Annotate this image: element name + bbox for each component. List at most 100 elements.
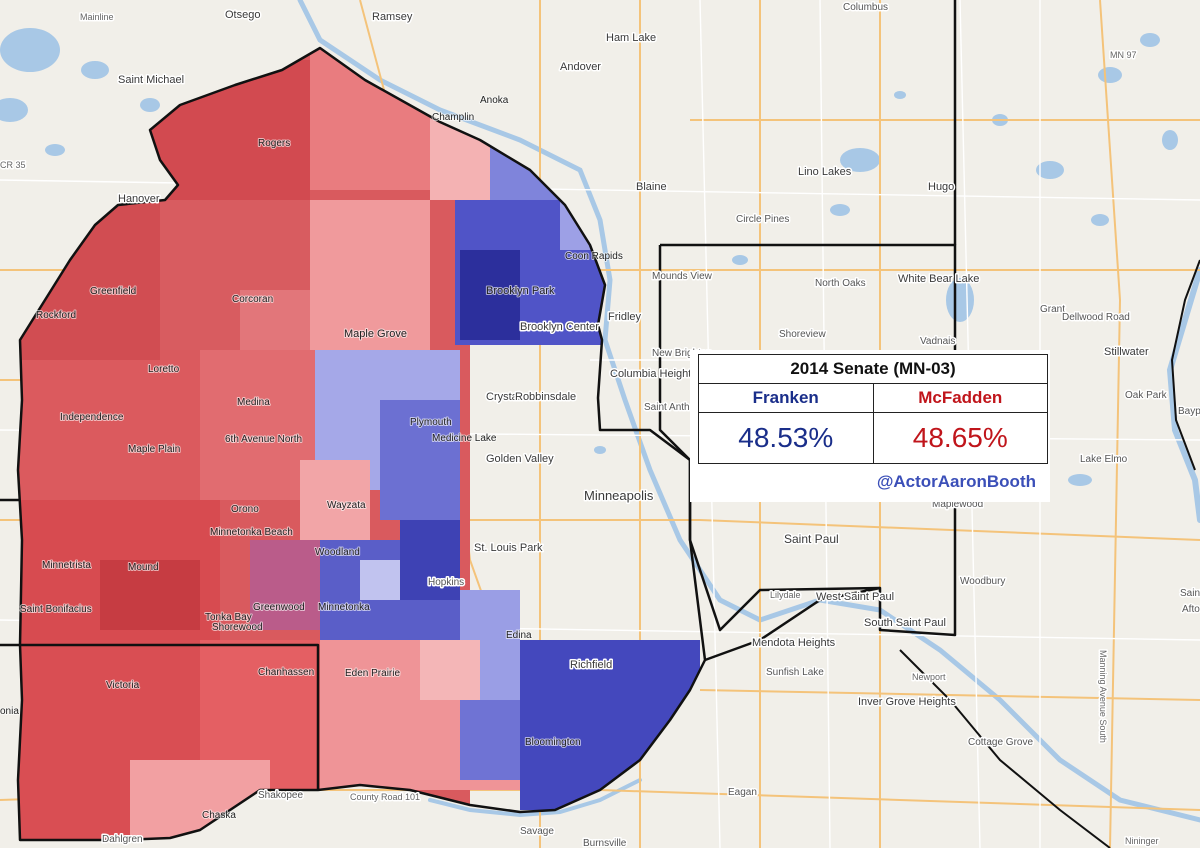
label-brooklyn-center: Brooklyn Center <box>520 321 599 333</box>
label-north-oaks: North Oaks <box>815 278 866 289</box>
label-bayport: Bayp <box>1178 406 1200 417</box>
label-stillwater: Stillwater <box>1104 346 1149 358</box>
label-woodland: Woodland <box>315 547 360 558</box>
candidate-name-mcfadden: McFadden <box>872 383 1048 413</box>
label-corcoran: Corcoran <box>232 294 273 305</box>
label-shoreview: Shoreview <box>779 329 826 340</box>
label-medicine-lake: Medicine Lake <box>432 433 497 444</box>
label-greenwood: Greenwood <box>253 602 305 613</box>
label-otsego: Otsego <box>225 9 260 21</box>
label-rockford: Rockford <box>36 310 76 321</box>
label-mounds-view: Mounds View <box>652 271 713 282</box>
label-hanover: Hanover <box>118 193 160 205</box>
label-hopkins: Hopkins <box>428 577 464 588</box>
label-golden-valley: Golden Valley <box>486 453 554 465</box>
label-west-saint-paul: West Saint Paul <box>816 591 894 603</box>
candidate-name-franken: Franken <box>698 383 874 413</box>
label-eagan: Eagan <box>728 787 757 798</box>
precincts-mixed-a <box>250 540 320 630</box>
label-waconia-partial: onia <box>0 706 19 717</box>
label-champlin: Champlin <box>432 112 474 123</box>
label-edina: Edina <box>506 630 532 641</box>
precincts-strong-r-e <box>100 560 200 630</box>
label-afton-partial: Afto <box>1182 604 1200 615</box>
label-coon-rapids: Coon Rapids <box>565 251 623 262</box>
label-blaine: Blaine <box>636 181 667 193</box>
label-vadnais: Vadnais <box>920 336 955 347</box>
label-maple-plain: Maple Plain <box>128 444 180 455</box>
label-cottage-grove: Cottage Grove <box>968 737 1033 748</box>
label-ham-lake: Ham Lake <box>606 32 656 44</box>
label-minneapolis: Minneapolis <box>584 488 654 503</box>
label-fridley: Fridley <box>608 311 642 323</box>
precincts-lean-d-d <box>460 700 520 780</box>
label-dellwood: Dellwood Road <box>1062 312 1130 323</box>
label-greenfield: Greenfield <box>90 286 136 297</box>
precincts-maple-grove-lean-r <box>310 200 430 350</box>
label-hugo: Hugo <box>928 181 954 193</box>
precinct-shading <box>18 48 700 840</box>
label-wayzata: Wayzata <box>327 500 366 511</box>
label-lake-elmo: Lake Elmo <box>1080 454 1128 465</box>
label-saint-paul: Saint Paul <box>784 532 839 546</box>
label-inver-grove: Inver Grove Heights <box>858 696 956 708</box>
label-tonka-bay: Tonka Bay <box>205 612 252 623</box>
label-white-bear: White Bear Lake <box>898 273 979 285</box>
label-rogers: Rogers <box>258 138 290 149</box>
label-victoria: Victoria <box>106 680 140 691</box>
candidate-pct-mcfadden: 48.65% <box>872 412 1048 464</box>
label-shakopee: Shakopee <box>258 790 303 801</box>
mn-river-border <box>704 586 881 662</box>
label-plymouth: Plymouth <box>410 417 452 428</box>
label-cr35: CR 35 <box>0 160 26 170</box>
label-richfield: Richfield <box>570 659 612 671</box>
label-nininger: Nininger <box>1125 836 1159 846</box>
precincts-wayzata <box>300 460 370 540</box>
label-bloomington: Bloomington <box>525 737 581 748</box>
label-mn97: MN 97 <box>1110 50 1137 60</box>
label-newport: Newport <box>912 672 946 682</box>
label-robbinsdale: Robbinsdale <box>515 391 576 403</box>
label-chaska: Chaska <box>202 810 236 821</box>
label-orono: Orono <box>231 504 259 515</box>
label-burnsville: Burnsville <box>583 838 627 848</box>
precincts-independence <box>20 360 200 500</box>
results-title: 2014 Senate (MN-03) <box>698 354 1048 384</box>
label-brooklyn-park: Brooklyn Park <box>486 285 555 297</box>
label-lino-lakes: Lino Lakes <box>798 166 852 178</box>
precincts-plymouth-south <box>380 400 460 520</box>
label-woodbury: Woodbury <box>960 576 1005 587</box>
label-circle-pines: Circle Pines <box>736 214 789 225</box>
label-crystal: Crystal <box>486 391 520 403</box>
label-st-louis-park: St. Louis Park <box>474 542 543 554</box>
results-table: 2014 Senate (MN-03) Franken McFadden 48.… <box>698 354 1048 464</box>
label-oak-park: Oak Park <box>1125 390 1168 401</box>
label-anoka: Anoka <box>480 95 509 106</box>
precincts-brooklyn-park-core <box>460 250 520 340</box>
label-county-road-101: County Road 101 <box>350 792 420 802</box>
label-andover: Andover <box>560 61 601 73</box>
label-mainline: Mainline <box>80 12 114 22</box>
label-columbus: Columbus <box>843 2 888 13</box>
label-6th-avenue: 6th Avenue North <box>225 434 302 445</box>
label-saint-anthony: Saint Anth <box>644 402 690 413</box>
label-shorewood: Shorewood <box>212 622 263 633</box>
label-independence: Independence <box>60 412 124 423</box>
label-grant: Grant <box>1040 304 1065 315</box>
label-mound: Mound <box>128 562 159 573</box>
precincts-lean-r-f <box>240 290 310 350</box>
label-saint-partial: Saint <box>1180 588 1200 599</box>
label-chanhassen: Chanhassen <box>258 667 314 678</box>
label-dahlgren: Dahlgren <box>102 834 143 845</box>
precincts-lean-r-c <box>420 640 480 700</box>
precincts-mixed-b <box>360 560 400 600</box>
author-credit: @ActorAaronBooth <box>876 472 1036 491</box>
label-maple-grove: Maple Grove <box>344 328 407 340</box>
label-lilydale: Lilydale <box>770 590 801 600</box>
label-mendota-heights: Mendota Heights <box>752 637 836 649</box>
label-eden-prairie: Eden Prairie <box>345 668 400 679</box>
precincts-hopkins <box>400 520 460 600</box>
label-minnetrista: Minnetrista <box>42 560 91 571</box>
